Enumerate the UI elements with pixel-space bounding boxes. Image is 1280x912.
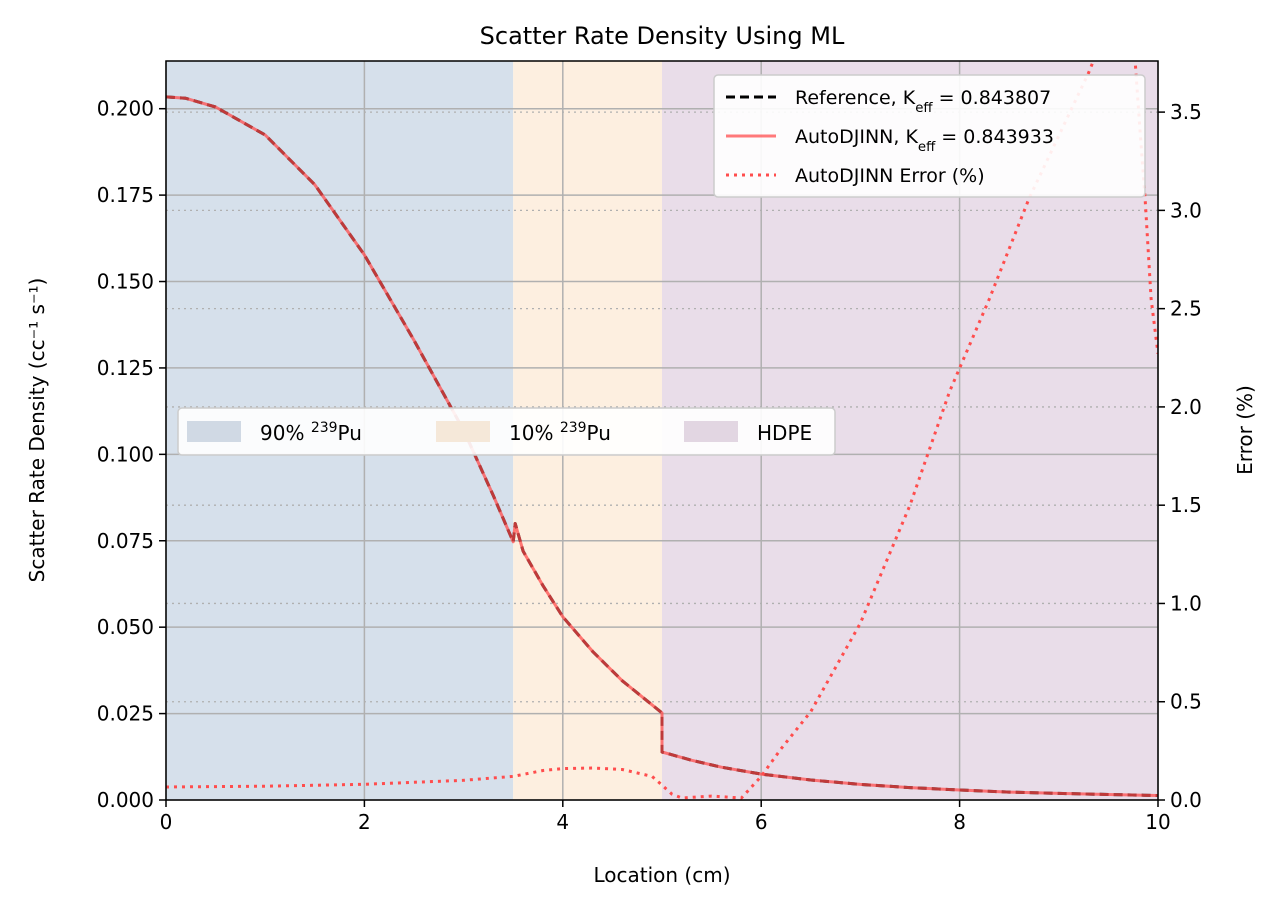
plot-frame (165, 60, 1159, 801)
y-axis-right-label: Error (%) (1233, 385, 1257, 475)
y-tick-label: 0.175 (97, 183, 154, 207)
region-legend: 90% 239Pu 10% 239Pu HDPE (177, 407, 836, 456)
y-tick-label: 0.125 (97, 356, 154, 380)
x-tick-label: 2 (358, 810, 371, 834)
series-lines (166, 61, 1158, 800)
series-line-1 (166, 95, 1158, 797)
region-legend-swatch-1 (436, 421, 490, 442)
y-tick-label: 0.100 (97, 442, 154, 466)
y-right-tick-label: 2.0 (1170, 395, 1202, 419)
y-tick-label: 0.150 (97, 270, 154, 294)
legend-label-2: AutoDJINN Error (%) (795, 165, 985, 187)
series-legend: Reference, Keff = 0.843807 AutoDJINN, Kef… (713, 74, 1146, 198)
region-legend-swatch-2 (684, 421, 738, 442)
y-axis-label: Scatter Rate Density (cc⁻¹ s⁻¹) (25, 278, 49, 583)
y-tick-label: 0.025 (97, 702, 154, 726)
y-right-tick-label: 0.5 (1170, 690, 1202, 714)
x-tick-label: 8 (953, 810, 966, 834)
legend-label-0: Reference, Keff = 0.843807 (795, 87, 1051, 116)
region-legend-label-2: HDPE (757, 421, 812, 445)
y-right-tick-label: 0.0 (1170, 788, 1202, 812)
y-tick-label: 0.050 (97, 615, 154, 639)
y-right-tick-label: 1.5 (1170, 493, 1202, 517)
y-right-tick-label: 2.5 (1170, 297, 1202, 321)
axis-ticks: 0 2 4 6 8 10 0.000 0.025 0.050 0.075 0.100 0.125 0.1… (97, 97, 1202, 834)
x-tick-label: 10 (1145, 810, 1170, 834)
x-tick-label: 0 (160, 810, 173, 834)
x-axis-label: Location (cm) (593, 863, 730, 887)
region-legend-swatch-0 (187, 421, 241, 442)
y-right-tick-label: 3.5 (1170, 100, 1202, 124)
x-tick-label: 6 (755, 810, 768, 834)
region-legend-label-0: 90% 239Pu (260, 420, 362, 445)
y-tick-label: 0.000 (97, 788, 154, 812)
y-right-tick-label: 1.0 (1170, 591, 1202, 615)
x-tick-label: 4 (556, 810, 569, 834)
y-tick-label: 0.200 (97, 97, 154, 121)
legend-label-1: AutoDJINN, Keff = 0.843933 (795, 126, 1054, 155)
y-tick-label: 0.075 (97, 529, 154, 553)
chart-title: Scatter Rate Density Using ML (480, 22, 845, 50)
y-right-tick-label: 3.0 (1170, 198, 1202, 222)
region-legend-label-1: 10% 239Pu (509, 420, 611, 445)
